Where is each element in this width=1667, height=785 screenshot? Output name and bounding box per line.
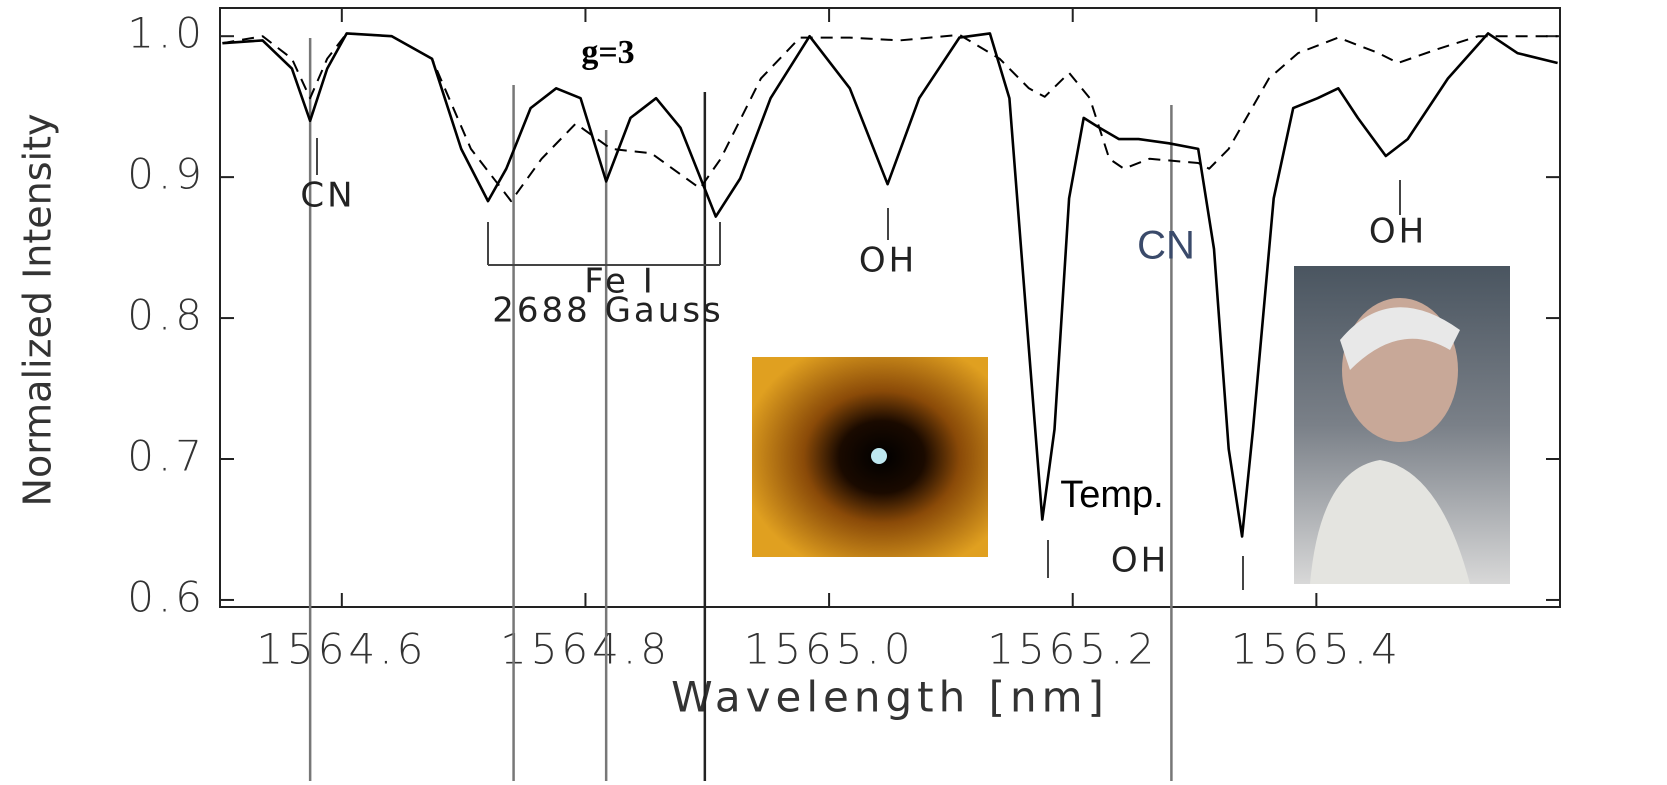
annotation: CN <box>1137 224 1195 268</box>
spectrum-line <box>222 32 1558 203</box>
annotation: OH <box>1111 541 1169 581</box>
y-tick-label: 0.7 <box>127 432 206 481</box>
x-axis-label: Wavelength [nm] <box>671 673 1109 722</box>
annotation: Fe I <box>584 262 655 302</box>
x-tick-label: 1565.4 <box>1231 625 1402 674</box>
annotation: OH <box>859 241 917 281</box>
x-tick-label: 1564.8 <box>500 625 671 674</box>
annotation: OH <box>1369 212 1427 252</box>
portrait-photo <box>1294 266 1510 584</box>
y-tick-label: 0.8 <box>127 291 206 340</box>
sunspot-image <box>752 357 988 557</box>
x-tick-label: 1565.0 <box>744 625 915 674</box>
annotation: g=3 <box>581 34 634 71</box>
curves <box>222 32 1558 538</box>
plot-frame <box>219 7 1561 608</box>
y-axis-label: Normalized Intensity <box>16 114 60 507</box>
x-tick-label: 1564.6 <box>256 625 427 674</box>
y-tick-label: 1.0 <box>127 9 206 58</box>
spectrum-line <box>222 32 1558 538</box>
y-tick-label: 0.6 <box>127 572 206 621</box>
annotation: CN <box>300 176 355 216</box>
y-tick-label: 0.9 <box>127 150 206 199</box>
annotation: Temp. <box>1060 474 1163 516</box>
x-tick-label: 1565.2 <box>987 625 1158 674</box>
annotation: 2688 Gauss <box>492 291 724 331</box>
